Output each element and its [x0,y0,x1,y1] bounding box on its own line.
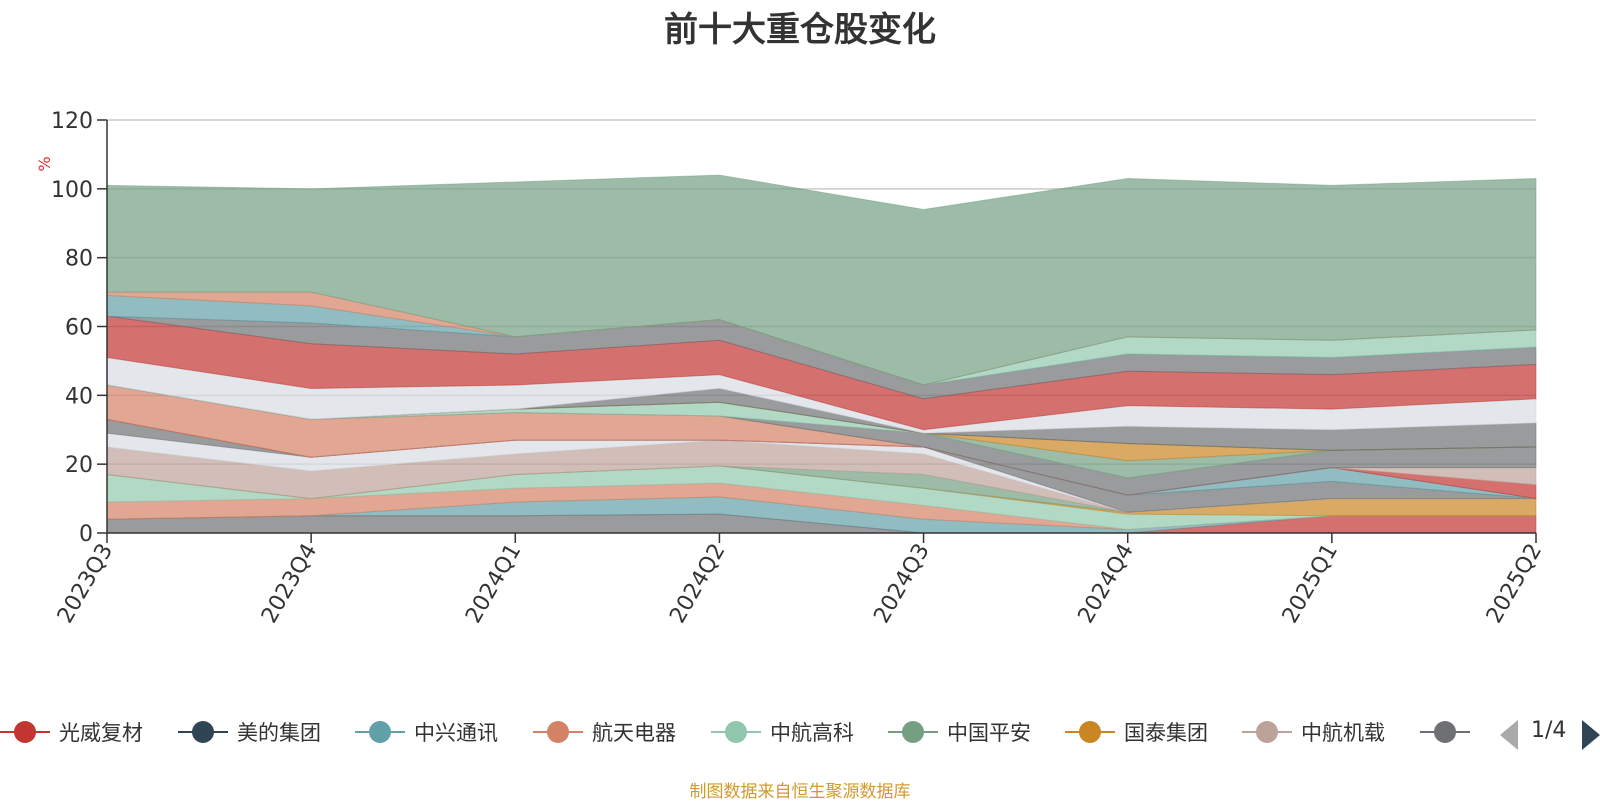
legend-label: 国泰集团 [1124,721,1208,745]
legend-item[interactable]: 中航机载 [1242,715,1385,749]
y-tick-label: 100 [51,178,93,203]
x-tick-label: 2023Q3 [53,540,118,628]
legend-label: 美的集团 [237,721,321,745]
y-tick-label: 0 [79,522,93,547]
legend-scroll-area: 光威复材 美的集团 中兴通讯 航天电器 中航高科 中国平安 国泰集团 中航机载 [0,710,1478,754]
x-tick-label: 2024Q2 [665,540,730,628]
legend-label: 中兴通讯 [414,721,498,745]
legend-item[interactable]: 中国平安 [888,715,1031,749]
legend-item[interactable] [1420,715,1478,749]
y-tick-label: 120 [51,109,93,134]
y-tick-label: 40 [65,384,93,409]
area-layer-26 [106,174,1537,386]
legend-label: 航天电器 [592,721,676,745]
legend-label: 中航机载 [1301,721,1385,745]
legend-pager: 1/4 [1500,718,1600,750]
legend-marker-icon [1420,715,1470,749]
x-tick-label: 2023Q4 [257,540,322,628]
y-axis-unit-label: % [35,156,54,171]
x-tick-label: 2024Q4 [1074,540,1139,628]
y-tick-label: 20 [65,453,93,478]
legend-label: 中航高科 [770,721,854,745]
legend-item[interactable]: 航天电器 [533,715,676,749]
legend-label: 光威复材 [59,721,143,745]
legend-item[interactable]: 国泰集团 [1065,715,1208,749]
legend-marker-icon [533,715,583,749]
legend-item[interactable]: 中航高科 [711,715,854,749]
x-tick-label: 2024Q1 [461,540,526,628]
legend-page-indicator: 1/4 [1531,718,1567,743]
legend-label: 中国平安 [947,721,1031,745]
stacked-area-chart: 0 20 40 60 80 100 120 2023Q3 2023Q4 2024Q1 2024Q2 2… [35,109,1547,628]
legend-item[interactable]: 光威复材 [0,715,143,749]
x-tick-label: 2025Q1 [1278,540,1343,628]
chart-title: 前十大重仓股变化 [664,10,936,50]
x-tick-label: 2025Q2 [1482,540,1547,628]
legend-marker-icon [1242,715,1292,749]
y-tick-label: 80 [65,247,93,272]
legend-marker-icon [888,715,938,749]
legend-marker-icon [355,715,405,749]
legend-next-page-icon[interactable] [1582,720,1600,750]
legend-item[interactable]: 中兴通讯 [355,715,498,749]
legend-marker-icon [178,715,228,749]
y-tick-label: 60 [65,316,93,341]
legend-prev-page-icon[interactable] [1500,720,1518,750]
legend-item[interactable]: 美的集团 [178,715,321,749]
legend: 光威复材 美的集团 中兴通讯 航天电器 中航高科 中国平安 国泰集团 中航机载 [0,715,1478,749]
area-series [106,174,1537,534]
legend-marker-icon [711,715,761,749]
source-note: 制图数据来自恒生聚源数据库 [689,782,911,802]
legend-marker-icon [0,715,50,749]
legend-marker-icon [1065,715,1115,749]
x-tick-label: 2024Q3 [869,540,934,628]
